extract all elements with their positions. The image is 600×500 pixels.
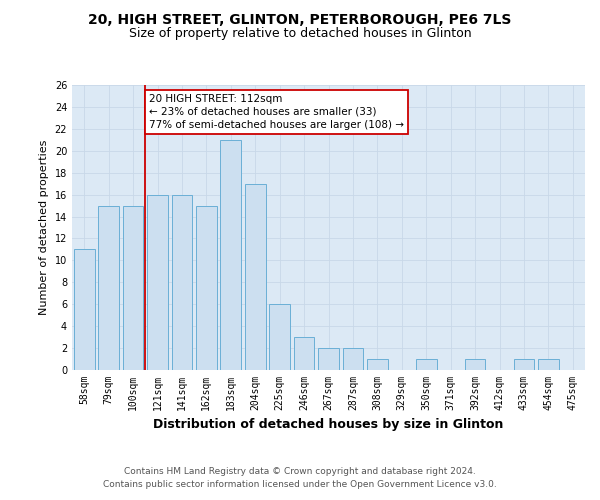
- X-axis label: Distribution of detached houses by size in Glinton: Distribution of detached houses by size …: [154, 418, 503, 432]
- Y-axis label: Number of detached properties: Number of detached properties: [39, 140, 49, 315]
- Bar: [293, 337, 314, 370]
- Bar: [74, 250, 95, 370]
- Text: Contains HM Land Registry data © Crown copyright and database right 2024.: Contains HM Land Registry data © Crown c…: [124, 467, 476, 476]
- Text: 20 HIGH STREET: 112sqm
← 23% of detached houses are smaller (33)
77% of semi-det: 20 HIGH STREET: 112sqm ← 23% of detached…: [149, 94, 404, 130]
- Bar: [514, 359, 535, 370]
- Bar: [98, 206, 119, 370]
- Bar: [416, 359, 437, 370]
- Bar: [464, 359, 485, 370]
- Bar: [245, 184, 266, 370]
- Text: Size of property relative to detached houses in Glinton: Size of property relative to detached ho…: [128, 28, 472, 40]
- Bar: [220, 140, 241, 370]
- Bar: [269, 304, 290, 370]
- Bar: [122, 206, 143, 370]
- Bar: [196, 206, 217, 370]
- Text: 20, HIGH STREET, GLINTON, PETERBOROUGH, PE6 7LS: 20, HIGH STREET, GLINTON, PETERBOROUGH, …: [88, 12, 512, 26]
- Text: Contains public sector information licensed under the Open Government Licence v3: Contains public sector information licen…: [103, 480, 497, 489]
- Bar: [172, 194, 193, 370]
- Bar: [147, 194, 168, 370]
- Bar: [318, 348, 339, 370]
- Bar: [538, 359, 559, 370]
- Bar: [343, 348, 364, 370]
- Bar: [367, 359, 388, 370]
